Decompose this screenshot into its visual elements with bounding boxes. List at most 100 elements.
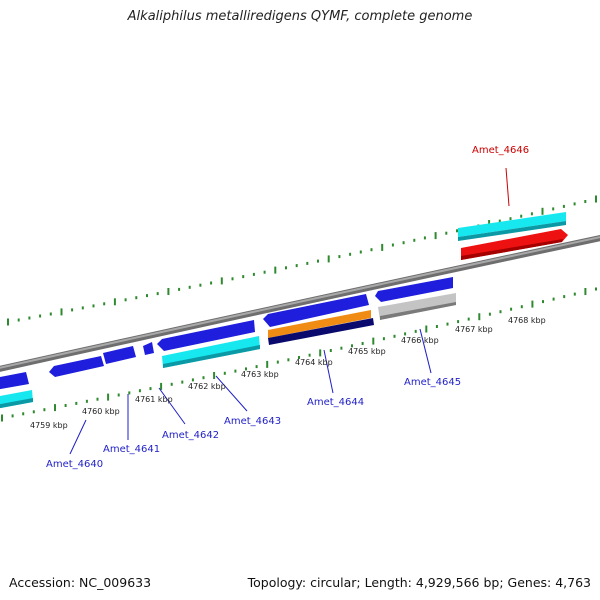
minor-tick	[552, 207, 555, 211]
minor-tick	[210, 281, 213, 285]
minor-tick	[562, 204, 565, 208]
minor-tick	[43, 408, 46, 412]
minor-tick	[135, 296, 138, 300]
minor-tick	[81, 306, 84, 310]
minor-tick	[435, 325, 438, 328]
cds-arrow[interactable]	[49, 356, 104, 377]
minor-tick	[445, 231, 448, 235]
minor-tick	[488, 312, 491, 316]
minor-tick	[124, 298, 127, 302]
minor-tick	[595, 287, 597, 291]
major-tick	[213, 372, 216, 379]
major-tick	[60, 308, 63, 316]
kbp-label: 4764 kbp	[295, 358, 333, 367]
minor-tick	[188, 285, 191, 289]
minor-tick	[563, 295, 566, 299]
accession-label: Accession: NC_009633	[9, 575, 152, 590]
gene-feature-amet-4645-rim	[380, 302, 456, 320]
gene-feature-amet-4646-shade	[461, 239, 563, 260]
cds-arrow[interactable]	[375, 277, 453, 302]
minor-tick	[146, 294, 148, 298]
cds-arrow[interactable]	[0, 372, 29, 390]
minor-tick	[573, 202, 576, 206]
major-tick	[434, 232, 437, 240]
kbp-label: 4761 kbp	[135, 395, 173, 404]
minor-tick	[181, 380, 184, 384]
gene-feature-amet-4646-rna[interactable]	[458, 212, 566, 237]
cds-arrow[interactable]	[157, 320, 255, 351]
minor-tick	[349, 252, 352, 256]
gene-feature-amet-4644-b[interactable]	[268, 318, 374, 345]
minor-tick	[223, 371, 226, 375]
kbp-label: 4765 kbp	[348, 347, 386, 356]
minor-tick	[552, 297, 555, 301]
minor-tick	[542, 300, 544, 304]
minor-tick	[520, 214, 523, 218]
major-tick	[531, 300, 534, 308]
gene-label-amet-4642[interactable]: Amet_4642	[162, 430, 219, 441]
genome-summary: Topology: circular; Length: 4,929,566 bp…	[247, 575, 591, 590]
minor-tick	[128, 391, 131, 395]
gene-label-amet-4641[interactable]: Amet_4641	[103, 444, 160, 455]
minor-tick	[75, 401, 78, 405]
minor-tick	[361, 342, 364, 345]
minor-tick	[317, 259, 319, 263]
major-tick	[541, 207, 544, 215]
minor-tick	[404, 332, 407, 336]
major-tick	[478, 313, 481, 321]
minor-tick	[530, 212, 533, 216]
major-tick	[107, 393, 110, 401]
minor-tick	[85, 399, 88, 403]
minor-tick	[584, 200, 587, 203]
minor-tick	[149, 387, 152, 391]
minor-tick	[295, 264, 298, 268]
gene-label-amet-4646[interactable]: Amet_4646	[472, 145, 529, 156]
minor-tick	[255, 365, 258, 369]
minor-tick	[285, 266, 287, 270]
minor-tick	[231, 277, 234, 281]
minor-tick	[49, 312, 52, 316]
leader-lines	[69, 167, 510, 455]
major-tick	[266, 360, 269, 368]
major-tick	[595, 195, 597, 203]
minor-tick	[413, 238, 416, 242]
minor-tick	[423, 236, 426, 240]
gene-feature-amet-4640-rim	[0, 398, 33, 409]
kbp-label: 4760 kbp	[82, 407, 120, 416]
minor-tick	[96, 397, 99, 401]
cds-arrow[interactable]	[263, 294, 369, 327]
kbp-label: 4762 kbp	[188, 382, 226, 391]
major-tick	[7, 318, 9, 326]
minor-tick	[306, 261, 309, 265]
major-tick	[381, 243, 384, 251]
major-tick	[54, 404, 56, 412]
minor-tick	[338, 255, 341, 259]
gene-feature-amet-4644[interactable]	[268, 310, 371, 338]
kbp-label: 4766 kbp	[401, 336, 439, 345]
minor-tick	[178, 287, 181, 291]
major-tick	[113, 298, 116, 306]
gene-label-amet-4640[interactable]: Amet_4640	[46, 459, 103, 470]
minor-tick	[573, 292, 576, 296]
minor-tick	[340, 346, 343, 350]
minor-tick	[499, 310, 502, 314]
minor-tick	[457, 320, 460, 324]
gene-label-amet-4645[interactable]: Amet_4645	[404, 377, 461, 388]
kbp-label: 4759 kbp	[30, 421, 68, 430]
minor-tick	[351, 344, 353, 348]
minor-tick	[520, 305, 523, 309]
major-tick	[1, 414, 3, 422]
minor-tick	[234, 369, 237, 373]
major-tick	[167, 288, 170, 295]
cds-arrow[interactable]	[143, 342, 154, 355]
cds-arrow[interactable]	[103, 346, 136, 364]
minor-tick	[138, 389, 141, 393]
minor-tick	[446, 322, 449, 326]
major-tick	[372, 337, 375, 345]
minor-tick	[263, 270, 266, 274]
gene-label-amet-4643[interactable]: Amet_4643	[224, 416, 281, 427]
minor-tick	[199, 283, 202, 287]
minor-tick	[191, 378, 194, 382]
gene-label-amet-4644[interactable]: Amet_4644	[307, 397, 364, 408]
